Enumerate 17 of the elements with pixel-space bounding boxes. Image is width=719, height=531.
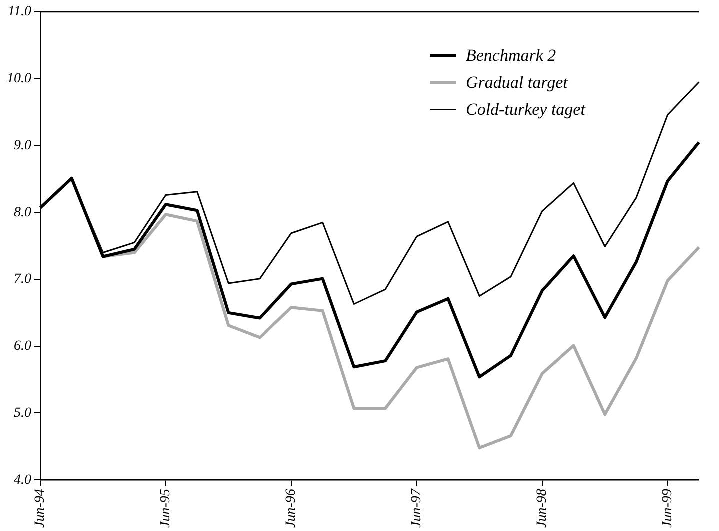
y-tick-label: 10.0 (7, 72, 32, 87)
y-tick-label: 5.0 (14, 406, 32, 421)
x-tick-label: Jun-97 (410, 488, 425, 528)
legend-label: Cold-turkey taget (466, 100, 586, 120)
y-tick-label: 8.0 (14, 205, 32, 220)
y-tick-label: 6.0 (14, 339, 32, 354)
legend-label: Benchmark 2 (466, 46, 556, 66)
y-tick-label: 7.0 (14, 272, 32, 288)
x-tick-label: Jun-95 (158, 489, 174, 528)
x-tick-label: Jun-99 (660, 489, 676, 528)
y-tick-label: 4.0 (14, 472, 32, 488)
x-tick-label: Jun-94 (33, 489, 48, 528)
y-tick-label: 11.0 (8, 4, 32, 20)
y-tick-label: 9.0 (14, 138, 32, 154)
x-tick-label: Jun-98 (535, 489, 550, 528)
legend-label: Gradual target (466, 72, 568, 92)
x-tick-label: Jun-96 (284, 489, 300, 528)
